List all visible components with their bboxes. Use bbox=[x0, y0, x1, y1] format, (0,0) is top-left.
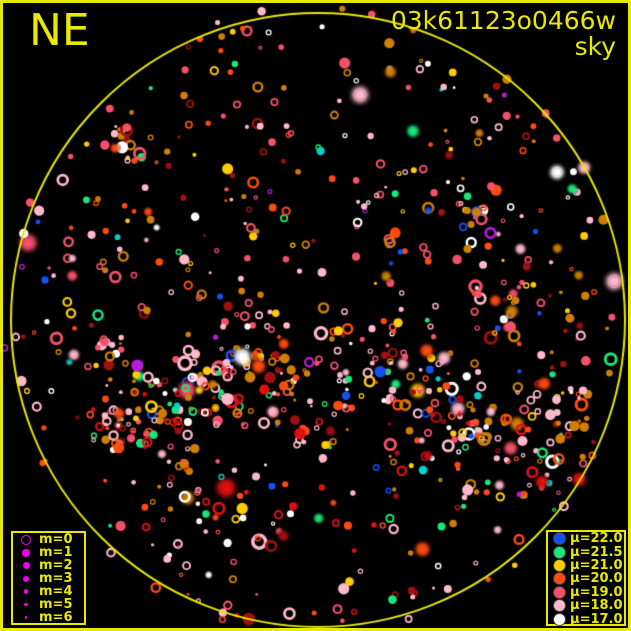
magnitude-legend-label: m=3 bbox=[39, 571, 73, 586]
mu-color-swatch-icon bbox=[552, 545, 566, 559]
mu-swatch-cell bbox=[548, 532, 570, 546]
mu-legend-label: μ=21.0 bbox=[570, 557, 623, 573]
mu-swatch-cell bbox=[548, 572, 570, 586]
mu-legend-row: μ=22.0 bbox=[548, 531, 624, 547]
magnitude-open-circle-icon bbox=[21, 534, 31, 545]
mu-color-swatch-icon bbox=[552, 558, 566, 572]
magnitude-legend-label: m=5 bbox=[39, 597, 73, 612]
mu-legend-row: μ=19.0 bbox=[548, 584, 624, 600]
magnitude-symbol-cell bbox=[13, 602, 39, 607]
mu-legend-row: μ=20.0 bbox=[548, 571, 624, 587]
magnitude-symbol-cell bbox=[13, 548, 39, 557]
sky-scatter-canvas bbox=[3, 3, 628, 628]
magnitude-legend: m=0 m=1 m=2 m=3 m=4 m=5 m=6 bbox=[11, 531, 86, 625]
mu-swatch-cell bbox=[548, 545, 570, 559]
magnitude-filled-circle-icon bbox=[22, 548, 30, 557]
mu-legend-row: μ=18.0 bbox=[548, 598, 624, 614]
mu-legend-label: μ=18.0 bbox=[570, 598, 623, 614]
mu-swatch-cell bbox=[548, 558, 570, 572]
surface-brightness-legend: μ=22.0 μ=21.5 μ=21.0 μ=20.0 μ=19.0 μ=18.0 μ=17… bbox=[546, 530, 626, 626]
magnitude-filled-circle-icon bbox=[24, 602, 28, 607]
magnitude-legend-row: m=2 bbox=[13, 559, 84, 572]
mu-color-swatch-icon bbox=[552, 532, 566, 546]
mu-legend-row: μ=21.0 bbox=[548, 557, 624, 573]
magnitude-legend-label: m=0 bbox=[39, 532, 73, 547]
mu-swatch-cell bbox=[548, 599, 570, 613]
magnitude-legend-label: m=6 bbox=[39, 610, 73, 625]
mu-swatch-cell bbox=[548, 612, 570, 626]
magnitude-legend-row: m=3 bbox=[13, 572, 84, 585]
mu-color-swatch-icon bbox=[552, 612, 566, 626]
mu-legend-label: μ=17.0 bbox=[570, 611, 623, 627]
magnitude-legend-row: m=0 bbox=[13, 533, 84, 546]
direction-label: NE bbox=[29, 5, 90, 56]
magnitude-filled-circle-icon bbox=[23, 575, 29, 582]
mu-legend-row: μ=21.5 bbox=[548, 544, 624, 560]
magnitude-symbol-cell bbox=[13, 575, 39, 582]
mu-color-swatch-icon bbox=[552, 585, 566, 599]
mu-legend-label: μ=22.0 bbox=[570, 531, 623, 547]
frame-id-label: 03k61123o0466w bbox=[390, 6, 616, 35]
mu-color-swatch-icon bbox=[552, 599, 566, 613]
magnitude-legend-label: m=1 bbox=[39, 545, 73, 560]
mu-legend-label: μ=20.0 bbox=[570, 571, 623, 587]
magnitude-filled-circle-icon bbox=[24, 616, 28, 619]
mu-legend-label: μ=19.0 bbox=[570, 584, 623, 600]
magnitude-filled-circle-icon bbox=[23, 589, 29, 594]
mu-swatch-cell bbox=[548, 585, 570, 599]
mu-legend-row: μ=17.0 bbox=[548, 611, 624, 627]
magnitude-symbol-cell bbox=[13, 616, 39, 619]
magnitude-legend-row: m=4 bbox=[13, 585, 84, 598]
magnitude-filled-circle-icon bbox=[22, 562, 30, 569]
magnitude-legend-row: m=1 bbox=[13, 546, 84, 559]
magnitude-symbol-cell bbox=[13, 589, 39, 594]
magnitude-legend-label: m=2 bbox=[39, 558, 73, 573]
mu-legend-label: μ=21.5 bbox=[570, 544, 623, 560]
magnitude-symbol-cell bbox=[13, 534, 39, 545]
magnitude-symbol-cell bbox=[13, 562, 39, 569]
frame-type-label: sky bbox=[574, 32, 616, 61]
magnitude-legend-row: m=6 bbox=[13, 611, 84, 624]
mu-color-swatch-icon bbox=[552, 572, 566, 586]
magnitude-legend-row: m=5 bbox=[13, 598, 84, 611]
magnitude-legend-label: m=4 bbox=[39, 584, 73, 599]
